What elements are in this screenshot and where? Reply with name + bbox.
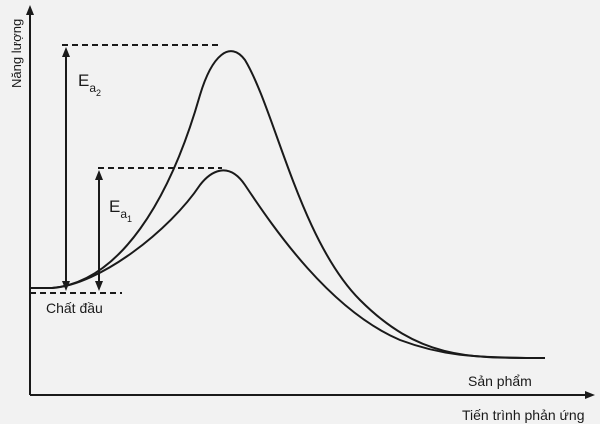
reactants-label: Chất đầu bbox=[46, 300, 103, 316]
ea2-label: Ea2 bbox=[78, 71, 101, 98]
uncatalyzed-curve bbox=[30, 50, 546, 360]
x-axis-label: Tiến trình phản ứng bbox=[462, 407, 585, 423]
y-axis-label: Năng lượng bbox=[9, 19, 24, 88]
products-label: Sản phẩm bbox=[468, 373, 532, 389]
ea1-label: Ea1 bbox=[109, 197, 132, 224]
catalyzed-curve bbox=[30, 169, 546, 359]
